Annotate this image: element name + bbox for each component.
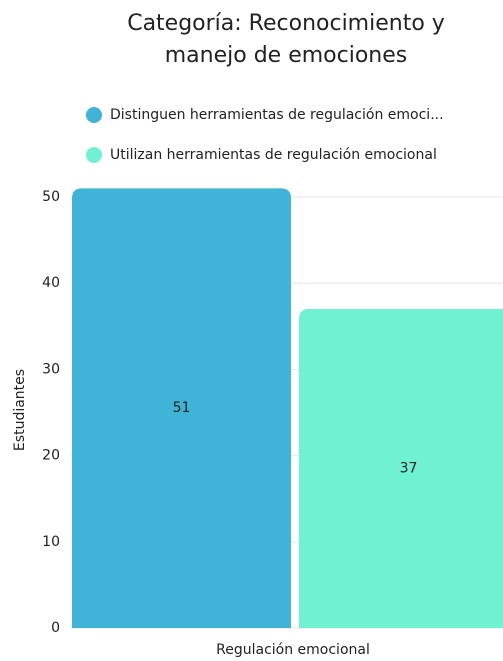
y-tick-label: 50 [42,189,60,205]
x-tick-label: Regulación emocional [216,642,370,658]
y-axis-label: Estudiantes [12,369,28,451]
value-label: 37 [400,461,418,477]
legend-label: Distinguen herramientas de regulación em… [110,107,444,123]
y-tick-label: 40 [42,275,60,291]
legend-marker [86,107,102,123]
legend-label: Utilizan herramientas de regulación emoc… [110,147,437,163]
chart-title: Categoría: Reconocimiento y manejo de em… [127,11,445,68]
bar [72,188,291,628]
y-tick-label: 10 [42,534,60,550]
y-tick-label: 0 [51,620,60,636]
y-tick-label: 30 [42,361,60,377]
legend-marker [86,147,102,163]
bar [299,309,503,628]
y-tick-label: 20 [42,448,60,464]
value-label: 51 [173,400,191,416]
